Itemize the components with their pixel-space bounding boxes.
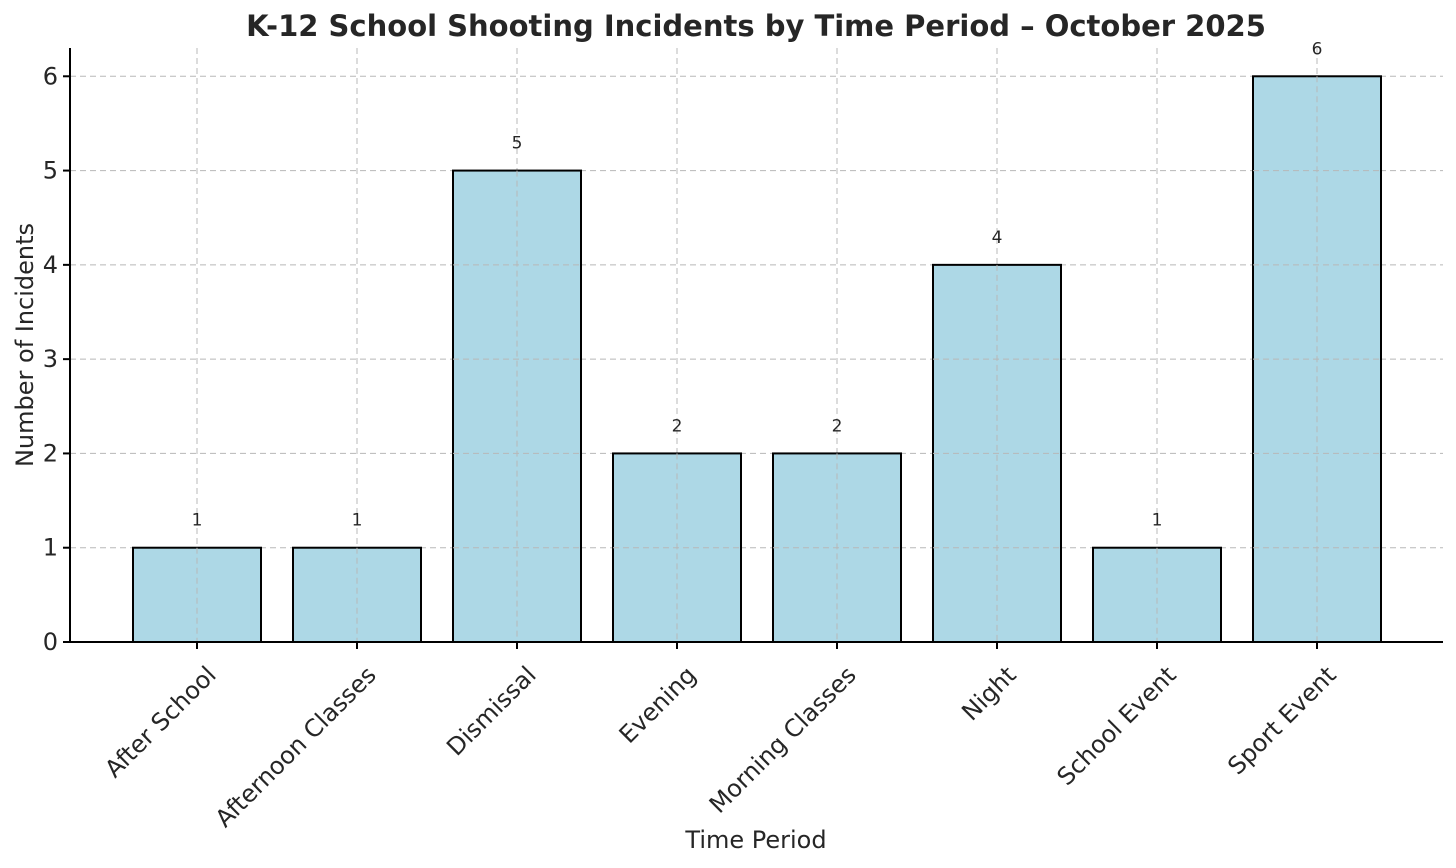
x-tick-label: Sport Event: [1222, 661, 1341, 780]
x-tick-label: Dismissal: [441, 661, 541, 761]
y-tick-label: 4: [43, 251, 58, 279]
data-label: 2: [672, 416, 683, 436]
data-label: 1: [1152, 511, 1163, 531]
bars-layer: [132, 75, 1382, 644]
y-tick-label: 6: [43, 62, 58, 90]
data-label: 1: [352, 511, 363, 531]
x-tick-label: Morning Classes: [704, 661, 862, 819]
y-tick-label: 5: [43, 157, 58, 185]
x-axis-label: Time Period: [684, 826, 826, 854]
x-tick-label: Night: [956, 661, 1021, 726]
x-tick-label: Afternoon Classes: [210, 661, 382, 833]
y-tick-label: 2: [43, 439, 58, 467]
y-ticks-layer: 0 1 2 3 4 5 6: [43, 62, 70, 656]
data-label: 1: [192, 511, 203, 531]
x-tick-label: After School: [99, 661, 221, 783]
data-label: 5: [512, 134, 523, 154]
data-label: 2: [832, 416, 843, 436]
data-labels-layer: 1 1 5 2 2 4 1 6: [192, 39, 1323, 530]
y-axis-label: Number of Incidents: [11, 223, 39, 467]
data-label: 4: [992, 228, 1003, 248]
y-tick-label: 1: [43, 534, 58, 562]
data-label: 6: [1312, 39, 1323, 59]
y-tick-label: 0: [43, 628, 58, 656]
x-tick-label: School Event: [1052, 661, 1182, 791]
grid-layer: [70, 48, 1443, 643]
chart-title: K-12 School Shooting Incidents by Time P…: [246, 9, 1266, 43]
y-tick-label: 3: [43, 345, 58, 373]
x-tick-label: Evening: [614, 661, 702, 749]
